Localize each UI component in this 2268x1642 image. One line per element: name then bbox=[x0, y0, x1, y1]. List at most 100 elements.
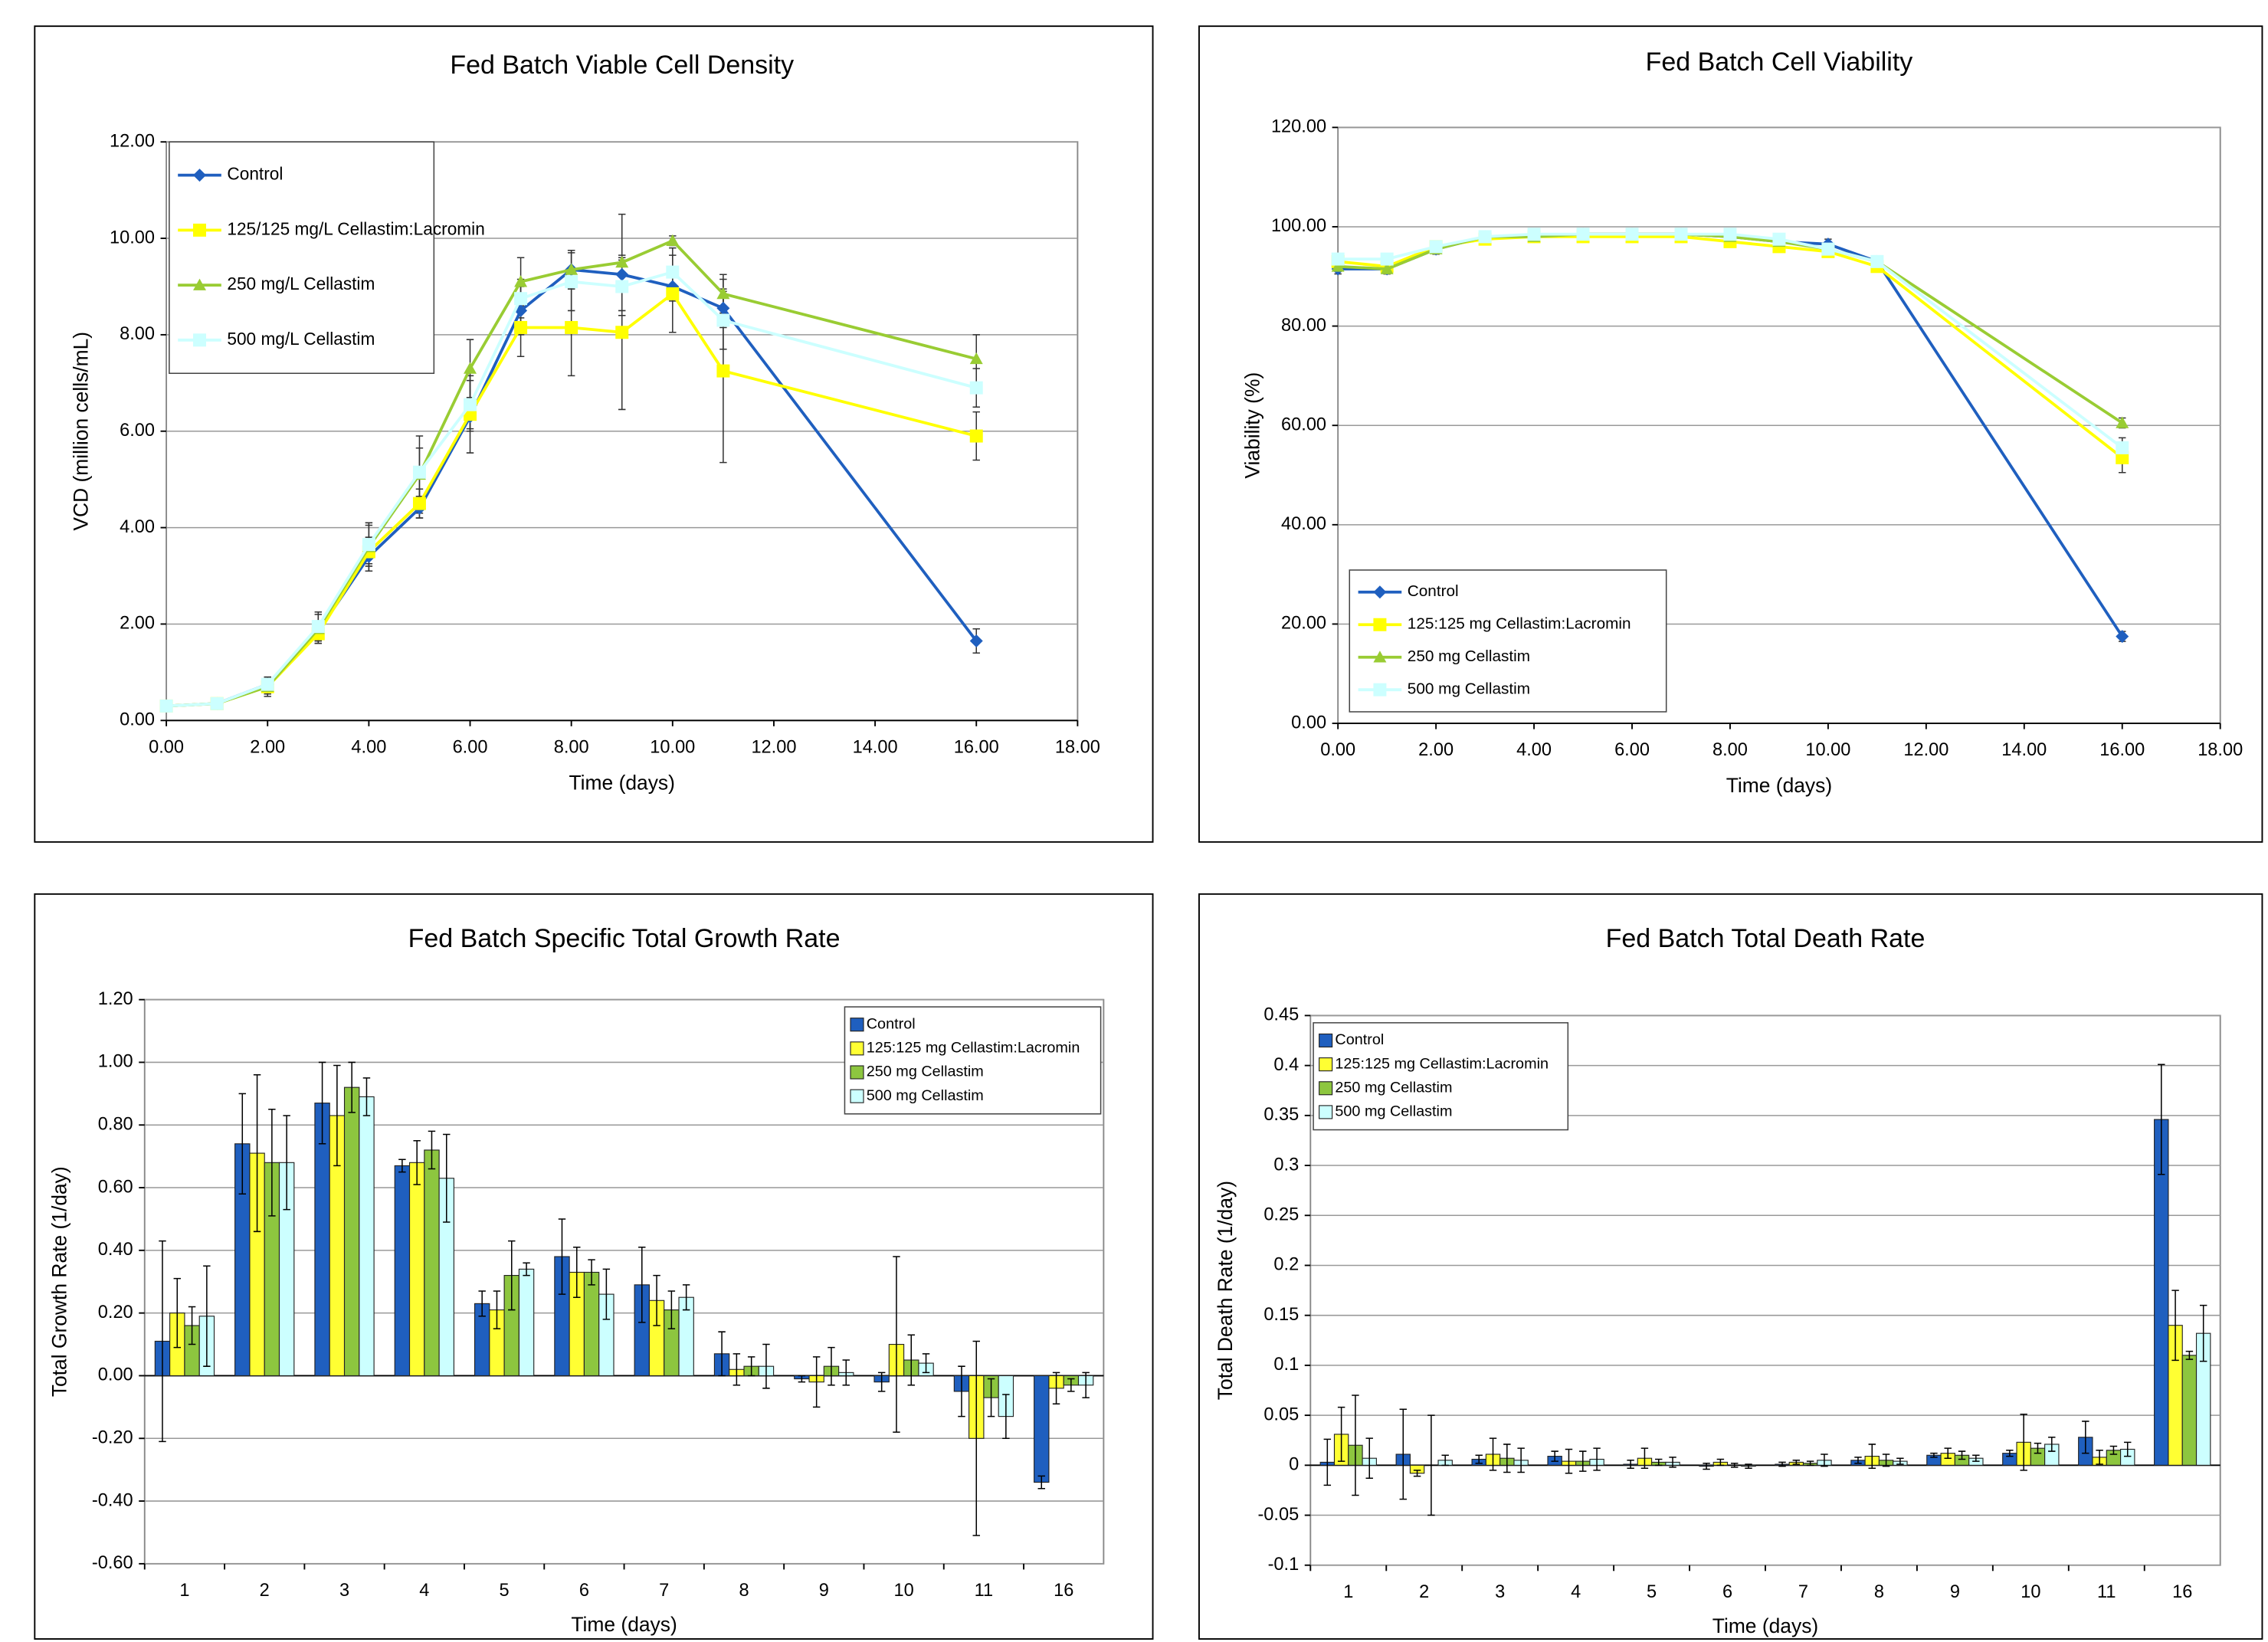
x-axis-label: Time (days) bbox=[569, 771, 675, 794]
error-bar bbox=[493, 1290, 501, 1329]
x-tick-label: 14.00 bbox=[2001, 739, 2047, 759]
marker bbox=[666, 234, 680, 246]
error-bar bbox=[1669, 1457, 1676, 1468]
legend-label: 125:125 mg Cellastim:Lacromin bbox=[1335, 1055, 1549, 1072]
y-tick-label: 100.00 bbox=[1271, 215, 1326, 235]
legend-frame bbox=[169, 141, 435, 374]
x-tick-label: 4.00 bbox=[1516, 739, 1552, 759]
y-tick-label: 0.05 bbox=[1263, 1404, 1299, 1424]
error-bar bbox=[318, 1061, 326, 1145]
error-bar bbox=[1868, 1444, 1876, 1469]
y-tick-label: 4.00 bbox=[120, 516, 155, 536]
y-tick-label: 0.45 bbox=[1263, 1005, 1299, 1024]
x-tick-label: 14.00 bbox=[853, 736, 898, 756]
marker bbox=[514, 320, 528, 334]
error-bar bbox=[573, 1247, 581, 1298]
error-bar bbox=[842, 1359, 850, 1386]
error-bar bbox=[602, 1268, 611, 1320]
bar bbox=[2181, 1355, 2198, 1466]
y-tick-label: 1.00 bbox=[98, 1051, 133, 1071]
legend-label: 500 mg Cellastim bbox=[867, 1087, 984, 1104]
x-tick-label: 2 bbox=[260, 1580, 270, 1600]
legend-swatch bbox=[850, 1041, 864, 1056]
error-bar bbox=[428, 1130, 436, 1170]
y-tick-label: 2.00 bbox=[120, 613, 155, 633]
legend-marker bbox=[1373, 683, 1387, 696]
error-bar bbox=[1413, 1470, 1421, 1477]
y-tick-label: 12.00 bbox=[110, 130, 155, 150]
x-tick-label: 9 bbox=[1950, 1581, 1960, 1601]
x-tick-label: 11 bbox=[2097, 1581, 2116, 1601]
error-bar bbox=[718, 1331, 726, 1377]
y-tick-label: -0.60 bbox=[92, 1552, 133, 1572]
marker bbox=[1331, 252, 1345, 266]
legend-marker bbox=[1373, 618, 1387, 631]
marker bbox=[464, 398, 477, 411]
error-bar bbox=[812, 1356, 821, 1408]
error-bar bbox=[2185, 1350, 2194, 1360]
legend-label: 125/125 mg/L Cellastim:Lacromin bbox=[227, 218, 484, 238]
legend-label: 250 mg Cellastim bbox=[1335, 1079, 1452, 1096]
error-bar bbox=[1930, 1452, 1938, 1458]
marker bbox=[666, 265, 680, 279]
error-bar bbox=[987, 1378, 995, 1417]
y-tick-label: 0 bbox=[1289, 1454, 1299, 1474]
x-tick-label: 4 bbox=[419, 1580, 429, 1600]
legend-label: Control bbox=[867, 1015, 916, 1032]
error-bar bbox=[2096, 1450, 2103, 1465]
marker bbox=[1870, 254, 1884, 268]
error-bar bbox=[1896, 1457, 1904, 1465]
x-tick-label: 10 bbox=[2021, 1581, 2040, 1601]
legend-swatch bbox=[1319, 1105, 1333, 1119]
x-tick-label: 6 bbox=[579, 1580, 589, 1600]
x-tick-label: 8.00 bbox=[554, 736, 589, 756]
x-tick-label: 4 bbox=[1571, 1581, 1581, 1601]
x-tick-label: 8.00 bbox=[1712, 739, 1748, 759]
error-bar bbox=[508, 1240, 516, 1311]
marker bbox=[1625, 228, 1639, 241]
marker bbox=[716, 364, 730, 378]
x-tick-label: 1 bbox=[1343, 1581, 1353, 1601]
error-bar bbox=[2006, 1450, 2014, 1457]
error-bar bbox=[893, 1256, 900, 1433]
chart-title: Fed Batch Cell Viability bbox=[1646, 48, 1913, 77]
y-tick-label: -0.40 bbox=[92, 1490, 133, 1509]
marker bbox=[1429, 240, 1443, 254]
y-tick-label: 0.1 bbox=[1273, 1354, 1299, 1374]
marker bbox=[716, 287, 730, 300]
error-bar bbox=[1640, 1447, 1649, 1469]
error-bar bbox=[1337, 1406, 1345, 1462]
legend-frame bbox=[1349, 569, 1667, 713]
error-bar bbox=[1002, 1394, 1010, 1440]
error-bar bbox=[1716, 1458, 1725, 1467]
bar bbox=[518, 1268, 535, 1377]
x-tick-label: 1 bbox=[179, 1580, 189, 1600]
bar bbox=[424, 1149, 440, 1377]
error-bar bbox=[253, 1074, 261, 1233]
y-tick-label: 0.00 bbox=[98, 1365, 133, 1385]
x-tick-label: 6 bbox=[1722, 1581, 1732, 1601]
legend-marker bbox=[193, 333, 207, 347]
error-bar bbox=[558, 1218, 566, 1295]
marker bbox=[1527, 228, 1541, 241]
marker bbox=[2116, 451, 2129, 464]
marker bbox=[1576, 228, 1590, 241]
bar bbox=[343, 1086, 360, 1377]
legend-label: 250 mg Cellastim bbox=[1408, 647, 1530, 665]
legend-label: 250 mg Cellastim bbox=[867, 1064, 984, 1080]
error-bar bbox=[2048, 1437, 2056, 1452]
error-bar bbox=[653, 1274, 660, 1326]
error-bar bbox=[1882, 1454, 1890, 1467]
error-bar bbox=[1082, 1372, 1090, 1398]
error-bar bbox=[1352, 1395, 1359, 1496]
x-tick-label: 8 bbox=[1874, 1581, 1884, 1601]
y-tick-label: 80.00 bbox=[1281, 315, 1326, 335]
x-tick-label: 3 bbox=[1495, 1581, 1505, 1601]
error-bar bbox=[1052, 1372, 1060, 1405]
error-bar bbox=[1475, 1454, 1483, 1464]
marker bbox=[969, 381, 983, 395]
x-tick-label: 16.00 bbox=[2099, 739, 2145, 759]
x-axis-label: Time (days) bbox=[1726, 774, 1832, 797]
error-bar bbox=[2158, 1064, 2165, 1175]
